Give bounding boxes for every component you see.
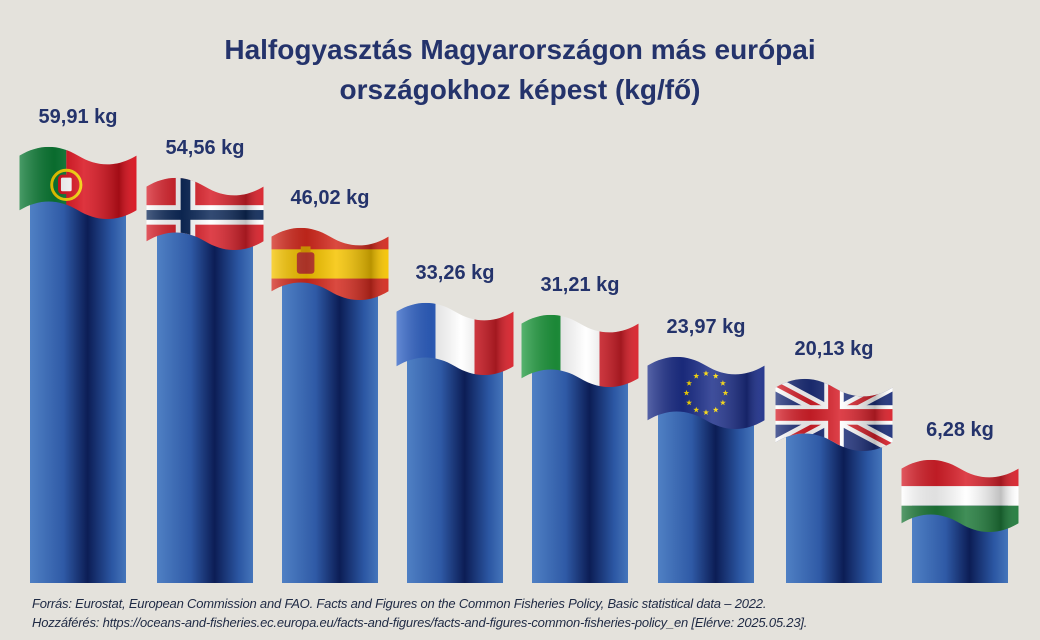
data-label: 6,28 kg <box>926 419 994 442</box>
hungary-flag <box>901 460 1019 533</box>
bar <box>282 263 378 583</box>
bar <box>532 349 628 583</box>
norway-flag <box>146 178 264 251</box>
eu-flag <box>647 356 765 430</box>
portugal-flag <box>19 146 137 220</box>
data-label: 33,26 kg <box>415 261 495 284</box>
title-line-2: országokhoz képest (kg/fő) <box>339 74 701 105</box>
data-label: 59,91 kg <box>38 106 118 129</box>
data-label: 20,13 kg <box>794 338 874 361</box>
title-line-1: Halfogyasztás Magyarországon más európai <box>224 34 816 65</box>
source-line: Forrás: Eurostat, European Commission an… <box>32 596 767 611</box>
bar <box>407 337 503 583</box>
data-label: 23,97 kg <box>666 316 746 338</box>
spain-flag <box>271 228 389 301</box>
italy-flag <box>521 314 639 387</box>
bar <box>157 213 253 583</box>
data-label: 54,56 kg <box>165 137 245 160</box>
bar <box>30 182 126 583</box>
chart-title: Halfogyasztás Magyarországon más európai… <box>0 30 1040 110</box>
source-note: Forrás: Eurostat, European Commission an… <box>32 594 807 632</box>
uk-flag <box>775 379 893 452</box>
data-label: 46,02 kg <box>290 187 370 210</box>
access-line: Hozzáférés: https://oceans-and-fisheries… <box>32 615 808 630</box>
data-label: 31,21 kg <box>540 273 620 296</box>
france-flag <box>396 302 514 375</box>
